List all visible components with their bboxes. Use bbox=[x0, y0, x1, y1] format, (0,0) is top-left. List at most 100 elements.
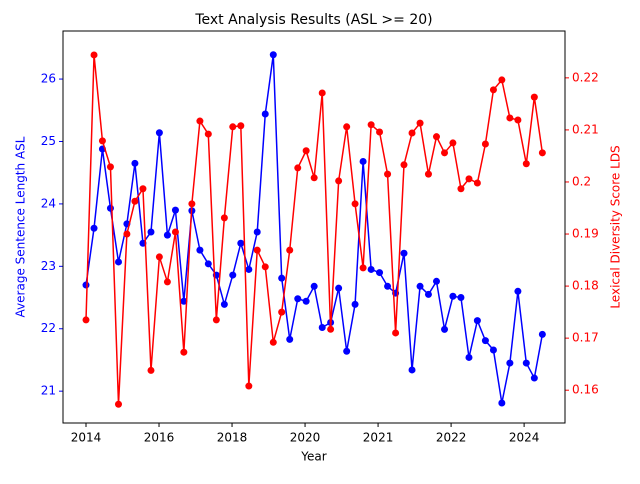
point bbox=[82, 281, 90, 289]
point bbox=[408, 129, 416, 137]
point bbox=[163, 231, 171, 239]
y-tick-label: 23 bbox=[41, 259, 56, 273]
point bbox=[212, 316, 220, 324]
x-axis-label: Year bbox=[300, 450, 326, 464]
point bbox=[237, 122, 245, 130]
point bbox=[367, 121, 375, 129]
point bbox=[489, 346, 497, 354]
point bbox=[514, 287, 522, 295]
point bbox=[261, 263, 269, 271]
point bbox=[441, 325, 449, 333]
point bbox=[90, 224, 98, 232]
point bbox=[229, 123, 237, 131]
y-tick-label: 21 bbox=[41, 384, 56, 398]
point bbox=[269, 51, 277, 59]
x-tick-label: 2016 bbox=[144, 431, 175, 445]
point bbox=[229, 271, 237, 279]
point bbox=[449, 139, 457, 147]
point bbox=[318, 89, 326, 97]
point bbox=[498, 76, 506, 84]
point bbox=[432, 133, 440, 141]
point bbox=[384, 170, 392, 178]
y2-tick-label: 0.18 bbox=[572, 279, 599, 293]
x-tick-label: 2014 bbox=[71, 431, 102, 445]
point bbox=[538, 149, 546, 157]
point bbox=[294, 295, 302, 303]
point bbox=[245, 265, 253, 273]
point bbox=[310, 282, 318, 290]
series-line bbox=[85, 54, 544, 404]
y2-tick-label: 0.2 bbox=[572, 174, 591, 188]
point bbox=[498, 399, 506, 407]
point bbox=[359, 264, 367, 272]
point bbox=[106, 204, 114, 212]
point bbox=[106, 163, 114, 171]
point bbox=[139, 185, 147, 193]
y2-tick-label: 0.16 bbox=[572, 383, 599, 397]
point bbox=[180, 348, 188, 356]
point bbox=[522, 359, 530, 367]
point bbox=[155, 129, 163, 137]
point bbox=[204, 130, 212, 138]
y2-tick-label: 0.17 bbox=[572, 331, 599, 345]
point bbox=[522, 160, 530, 168]
point bbox=[530, 93, 538, 101]
point bbox=[196, 246, 204, 254]
point bbox=[245, 382, 253, 390]
plot-frame bbox=[62, 30, 566, 424]
y-tick-label: 22 bbox=[41, 321, 56, 335]
point bbox=[376, 128, 384, 136]
point bbox=[400, 161, 408, 169]
y-axis-label: Average Sentence Length ASL bbox=[14, 136, 28, 317]
point bbox=[171, 206, 179, 214]
point bbox=[424, 290, 432, 298]
point bbox=[155, 253, 163, 261]
y-tick-label: 26 bbox=[41, 72, 56, 86]
y2-axis-label: Lexical Diversity Score LDS bbox=[609, 145, 623, 308]
point bbox=[171, 228, 179, 236]
point bbox=[318, 323, 326, 331]
point bbox=[538, 330, 546, 338]
chart-title: Text Analysis Results (ASL >= 20) bbox=[194, 12, 432, 28]
point bbox=[188, 200, 196, 208]
point bbox=[269, 338, 277, 346]
y-tick-label: 25 bbox=[41, 134, 56, 148]
x-tick-label: 2021 bbox=[363, 431, 394, 445]
point bbox=[343, 123, 351, 131]
point bbox=[286, 246, 294, 254]
y-tick-label: 24 bbox=[41, 196, 56, 210]
y2-tick-label: 0.22 bbox=[572, 70, 599, 84]
point bbox=[147, 366, 155, 374]
point bbox=[335, 284, 343, 292]
point bbox=[98, 137, 106, 145]
point bbox=[90, 51, 98, 59]
point bbox=[343, 347, 351, 355]
series-line bbox=[85, 54, 544, 405]
point bbox=[351, 300, 359, 308]
y2-tick-label: 0.21 bbox=[572, 122, 599, 136]
point bbox=[384, 282, 392, 290]
point bbox=[473, 179, 481, 187]
point bbox=[131, 159, 139, 167]
point bbox=[367, 265, 375, 273]
point bbox=[408, 366, 416, 374]
point bbox=[441, 149, 449, 157]
point bbox=[359, 157, 367, 165]
point bbox=[506, 114, 514, 122]
point bbox=[131, 197, 139, 205]
point bbox=[376, 269, 384, 277]
point bbox=[261, 110, 269, 118]
point bbox=[514, 116, 522, 124]
point bbox=[123, 230, 131, 238]
point bbox=[302, 147, 310, 155]
point bbox=[416, 282, 424, 290]
point bbox=[392, 329, 400, 337]
x-tick-label: 2020 bbox=[290, 431, 321, 445]
point bbox=[465, 353, 473, 361]
point bbox=[253, 228, 261, 236]
point bbox=[163, 278, 171, 286]
x-tick-label: 2022 bbox=[436, 431, 467, 445]
point bbox=[457, 294, 465, 302]
point bbox=[310, 174, 318, 182]
point bbox=[457, 185, 465, 193]
